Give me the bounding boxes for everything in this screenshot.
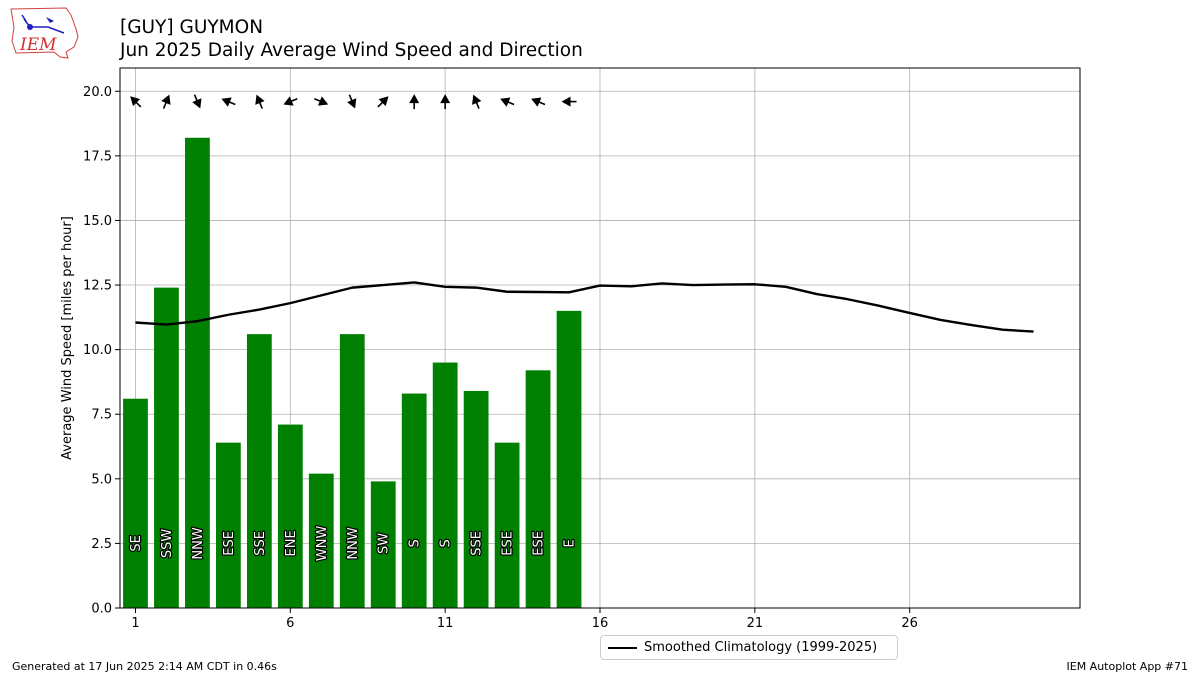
wind-bar [401,393,427,608]
y-tick-label: 0.0 [91,602,112,617]
direction-label: NNW [191,527,206,559]
direction-arrow-head [378,96,389,107]
direction-arrow-head [409,94,420,104]
direction-label: E [563,539,578,547]
direction-label: S [408,539,423,547]
direction-arrow [192,94,202,109]
wind-bar [123,398,148,608]
x-tick-label: 1 [131,616,139,631]
y-tick-label: 5.0 [91,472,112,487]
y-tick-label: 7.5 [91,408,112,423]
direction-label: ESE [532,531,547,556]
climatology-line [135,281,1034,333]
direction-label: SW [377,533,392,554]
wind-bar [185,137,210,608]
y-tick-label: 15.0 [83,214,112,229]
direction-arrow-head [500,97,511,107]
direction-arrow [255,94,265,109]
y-tick-label: 20.0 [83,85,112,100]
direction-arrow [472,94,482,109]
wind-bar [308,473,334,608]
grid [120,68,1080,609]
legend: Smoothed Climatology (1999-2025) [600,635,898,660]
climatology-line-group [135,281,1034,333]
iem-logo-text: IEM [19,35,57,55]
direction-arrow-head [130,96,141,107]
direction-arrow-head [472,94,482,105]
direction-arrow [440,94,451,110]
direction-arrow [347,94,357,109]
wind-bar [216,442,241,608]
x-tick-label: 6 [286,616,294,631]
wind-bar [339,334,365,608]
y-axis-label: Average Wind Speed [miles per hour] [60,216,75,460]
wind-bar [370,481,396,608]
direction-arrow-head [192,98,202,109]
direction-arrow [221,97,236,107]
x-tick-label: 26 [901,616,918,631]
direction-arrow-head [347,98,357,109]
wind-bar [154,287,179,608]
iem-logo: IEM [10,7,79,59]
direction-label: S [439,539,454,547]
direction-labels: SE SSW NNW ESE SSE ENE WNW NNW SW S S SSE ESE ESE E [128,524,579,562]
direction-label: ESE [222,531,237,556]
direction-arrow-head [283,96,294,106]
wind-bar [463,390,489,608]
direction-arrow-head [221,97,232,107]
chart-title-period: Jun 2025 Daily Average Wind Speed and Di… [120,40,583,61]
direction-label: NNW [346,527,361,559]
direction-arrow [500,97,515,107]
direction-arrow [314,96,329,106]
x-tick-label: 11 [437,616,454,631]
axis-ticks: 1 6 11 16 21 260.02.55.07.510.012.515.017.520… [83,85,918,631]
wind-bar [432,362,458,608]
direction-arrow [561,96,577,107]
wind-bar [277,424,303,608]
direction-arrow [283,96,298,106]
direction-arrow-head [561,96,571,107]
direction-label: ESE [501,531,516,556]
direction-arrow-head [161,94,171,105]
wind-bar [494,442,520,608]
direction-label: SSW [160,529,175,559]
direction-arrow [409,94,420,110]
direction-arrows [130,94,577,110]
footer-app-id: IEM Autoplot App #71 [1066,660,1189,673]
direction-arrow-head [440,94,451,104]
direction-label: SSE [470,531,485,556]
direction-arrow-head [317,96,329,106]
direction-label: SSE [253,531,268,556]
direction-arrow [161,94,171,109]
legend-label: Smoothed Climatology (1999-2025) [644,640,878,655]
y-tick-label: 12.5 [83,279,112,294]
chart-title-station: [GUY] GUYMON [120,17,264,38]
legend-line-swatch [608,647,637,649]
direction-arrow-head [531,97,542,107]
y-tick-label: 10.0 [83,343,112,358]
wind-bar [556,310,582,608]
wind-bar [525,370,551,608]
y-tick-label: 17.5 [83,149,112,164]
direction-label: WNW [315,526,330,562]
wind-bar [246,334,272,608]
x-tick-label: 16 [592,616,609,631]
direction-arrow-head [255,94,265,105]
footer-generated: Generated at 17 Jun 2025 2:14 AM CDT in … [12,660,277,673]
x-tick-label: 21 [747,616,764,631]
direction-arrow [377,96,389,108]
direction-label: SE [129,535,144,551]
direction-arrow [130,96,142,108]
direction-arrow [531,97,546,107]
direction-label: ENE [284,530,299,556]
bars [123,137,582,608]
y-tick-label: 2.5 [91,537,112,552]
